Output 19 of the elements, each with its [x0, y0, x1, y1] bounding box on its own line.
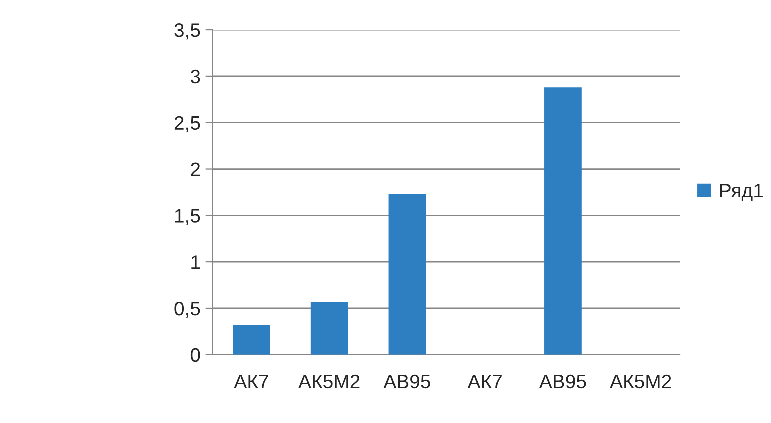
- y-tick-label: 1,5: [175, 209, 200, 226]
- y-tick-label: 3: [190, 70, 200, 84]
- bar: [388, 194, 426, 355]
- bar: [310, 302, 348, 355]
- y-tick-label: 2,5: [174, 116, 200, 132]
- x-tick-label: АК7: [234, 375, 268, 388]
- legend-label: Ряд1: [720, 184, 763, 202]
- y-tick-label: 1: [192, 256, 200, 270]
- y-tick-label: 0: [190, 348, 200, 362]
- x-tick-label: АВ95: [539, 374, 586, 389]
- bar: [544, 88, 582, 355]
- x-tick-label: АВ95: [384, 374, 430, 389]
- y-tick-label: 2: [191, 162, 200, 176]
- x-tick-label: АК7: [468, 375, 502, 388]
- y-tick-label: 0,5: [174, 302, 200, 318]
- x-tick-label: АК5М2: [298, 374, 360, 389]
- y-tick-label: 3,5: [174, 24, 200, 40]
- bar: [233, 325, 270, 355]
- x-tick-label: АК5М2: [610, 374, 672, 389]
